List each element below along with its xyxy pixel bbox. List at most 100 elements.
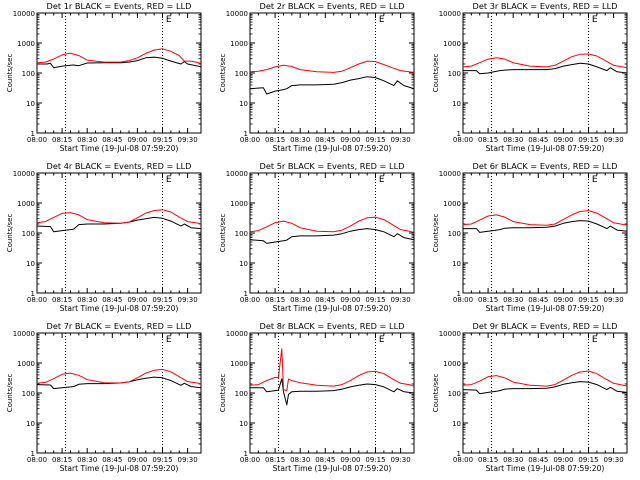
x-tick-label: 09:00	[127, 296, 147, 304]
panel-title: Det 8r BLACK = Events, RED = LLD	[260, 321, 405, 331]
x-tick-label: 08:30	[503, 136, 523, 144]
x-tick-label: 09:30	[604, 136, 624, 144]
panel-5: Det 5r BLACK = Events, RED = LLD 1 10 100 10…	[219, 161, 415, 313]
x-tick-label: 08:00	[27, 296, 47, 304]
panel-2: Det 2r BLACK = Events, RED = LLD 1 10 100 10…	[219, 1, 415, 153]
x-tick-label: 08:00	[453, 456, 473, 464]
x-tick-label: 09:00	[127, 456, 147, 464]
x-tick-label: 08:30	[290, 456, 310, 464]
y-tick-label: 100	[448, 230, 461, 238]
y-tick-label: 1	[31, 290, 35, 298]
y-axis-label: Counts/sec	[6, 54, 14, 93]
series-line-events	[462, 381, 628, 395]
x-tick-label: 08:30	[503, 296, 523, 304]
x-tick-label: 09:00	[340, 296, 360, 304]
x-axis-label: Start Time (19-Jul-08 07:59:20)	[60, 464, 179, 473]
series-line-lld	[249, 348, 415, 392]
y-tick-label: 1	[457, 450, 461, 458]
x-tick-label: 09:30	[391, 296, 411, 304]
x-tick-label: 08:45	[102, 136, 122, 144]
panel-title: Det 5r BLACK = Events, RED = LLD	[260, 161, 405, 171]
marker-label: E	[379, 335, 385, 345]
x-tick-label: 08:30	[503, 456, 523, 464]
x-tick-label: 08:30	[290, 136, 310, 144]
y-tick-label: 10000	[13, 170, 35, 178]
x-tick-label: 09:30	[391, 136, 411, 144]
marker-label: E	[592, 335, 598, 345]
x-tick-label: 08:45	[102, 296, 122, 304]
y-tick-label: 100	[448, 390, 461, 398]
x-tick-label: 08:00	[453, 136, 473, 144]
y-tick-label: 10000	[226, 170, 248, 178]
marker-label: E	[592, 175, 598, 185]
panel-title: Det 1r BLACK = Events, RED = LLD	[47, 1, 192, 11]
y-tick-label: 1000	[230, 200, 248, 208]
y-axis-label: Counts/sec	[219, 214, 227, 253]
series-line-events	[463, 220, 628, 233]
x-tick-label: 09:30	[604, 456, 624, 464]
y-tick-label: 1000	[17, 40, 35, 48]
y-tick-label: 10000	[439, 10, 461, 18]
y-tick-label: 100	[235, 70, 248, 78]
x-tick-label: 09:30	[178, 296, 198, 304]
x-tick-label: 08:15	[52, 136, 72, 144]
y-tick-label: 10000	[226, 330, 248, 338]
series-line-lld	[249, 216, 415, 233]
y-axis-label: Counts/sec	[6, 374, 14, 413]
y-tick-label: 1	[31, 130, 35, 138]
panel-title: Det 3r BLACK = Events, RED = LLD	[473, 1, 618, 11]
y-tick-label: 1000	[443, 200, 461, 208]
y-tick-label: 100	[22, 230, 35, 238]
y-tick-label: 10000	[226, 10, 248, 18]
series-line-events	[249, 76, 415, 95]
x-tick-label: 09:00	[553, 136, 573, 144]
x-tick-label: 08:15	[265, 296, 285, 304]
y-axis-label: Counts/sec	[432, 214, 440, 253]
x-axis-label: Start Time (19-Jul-08 07:59:20)	[273, 144, 392, 153]
plot-frame	[462, 332, 628, 454]
x-tick-label: 09:00	[553, 296, 573, 304]
y-tick-label: 10	[26, 420, 35, 428]
x-tick-label: 08:00	[240, 296, 260, 304]
y-tick-label: 100	[235, 390, 248, 398]
series-line-events	[250, 378, 415, 406]
y-tick-label: 100	[22, 70, 35, 78]
series-line-lld	[36, 209, 202, 225]
x-tick-label: 09:30	[604, 296, 624, 304]
y-tick-label: 10	[26, 100, 35, 108]
y-tick-label: 10	[452, 260, 461, 268]
y-axis-label: Counts/sec	[6, 214, 14, 253]
x-tick-label: 08:00	[240, 456, 260, 464]
x-tick-label: 09:00	[340, 456, 360, 464]
y-axis-label: Counts/sec	[432, 374, 440, 413]
x-tick-label: 08:45	[528, 296, 548, 304]
x-tick-label: 08:30	[77, 296, 97, 304]
x-axis-label: Start Time (19-Jul-08 07:59:20)	[486, 304, 605, 313]
plot-frame	[36, 172, 202, 294]
y-tick-label: 10000	[439, 170, 461, 178]
panel-title: Det 9r BLACK = Events, RED = LLD	[473, 321, 618, 331]
y-tick-label: 100	[22, 390, 35, 398]
x-tick-label: 09:30	[178, 456, 198, 464]
x-tick-label: 08:45	[315, 296, 335, 304]
y-tick-label: 10	[26, 260, 35, 268]
panel-title: Det 7r BLACK = Events, RED = LLD	[47, 321, 192, 331]
x-tick-label: 08:30	[290, 296, 310, 304]
marker-label: E	[166, 15, 172, 25]
series-line-events	[463, 62, 628, 75]
x-tick-label: 08:15	[265, 456, 285, 464]
panel-1: Det 1r BLACK = Events, RED = LLD 1 10 100 10…	[6, 1, 202, 153]
x-tick-label: 08:45	[315, 456, 335, 464]
y-tick-label: 1000	[17, 360, 35, 368]
plot-frame	[249, 172, 415, 294]
y-tick-label: 1	[244, 450, 248, 458]
plot-frame	[36, 332, 202, 454]
x-tick-label: 08:45	[102, 456, 122, 464]
y-tick-label: 10	[239, 260, 248, 268]
y-tick-label: 1000	[17, 200, 35, 208]
series-line-lld	[249, 60, 415, 73]
y-tick-label: 10	[239, 100, 248, 108]
x-tick-label: 09:15	[365, 136, 385, 144]
panel-4: Det 4r BLACK = Events, RED = LLD 1 10 100 10…	[6, 161, 202, 313]
